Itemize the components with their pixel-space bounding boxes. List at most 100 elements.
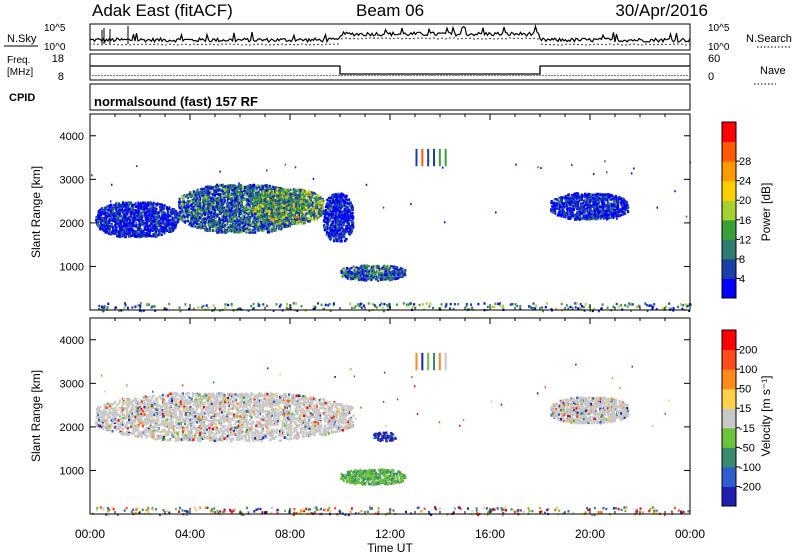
noise-search-point (353, 37, 355, 40)
data-cell (186, 200, 189, 203)
data-cell (103, 227, 106, 230)
data-cell (280, 187, 283, 190)
data-cell (234, 223, 237, 227)
nave-point (524, 74, 526, 77)
data-cell (203, 194, 206, 197)
nave-point (305, 74, 307, 77)
data-cell (219, 225, 222, 228)
data-cell (229, 212, 232, 215)
data-cell (226, 228, 229, 232)
data-cell (124, 218, 127, 221)
data-cell (214, 207, 217, 211)
data-cell (225, 208, 228, 211)
data-cell (117, 212, 119, 215)
noise-search-point (121, 44, 123, 46)
data-cell (132, 219, 135, 222)
data-cell (241, 188, 244, 191)
data-cell (229, 229, 231, 232)
data-cell (198, 195, 201, 198)
data-cell (196, 219, 199, 223)
data-cell (159, 222, 162, 225)
noise-search-point (433, 37, 435, 39)
data-cell (205, 221, 208, 224)
data-cell (204, 228, 206, 232)
data-cell (145, 205, 148, 208)
data-cell (252, 231, 255, 234)
data-cell (234, 208, 237, 211)
data-cell (251, 223, 254, 226)
data-cell (190, 203, 193, 206)
noise-search-point (417, 37, 419, 39)
data-cell (238, 208, 241, 211)
noise-search-point (533, 37, 535, 39)
data-cell (207, 197, 210, 201)
noise-search-point (357, 38, 359, 40)
data-cell (155, 230, 157, 233)
data-cell (175, 210, 178, 213)
data-cell (143, 209, 146, 213)
nave-point (341, 74, 343, 77)
data-cell (217, 184, 220, 188)
data-cell (298, 192, 301, 195)
data-cell (226, 199, 229, 203)
nave-point (611, 74, 613, 77)
data-cell (223, 199, 226, 202)
noise-search-point (313, 43, 315, 46)
data-cell (145, 212, 148, 216)
nave-point (515, 74, 517, 77)
data-cell (268, 185, 271, 189)
nave-point (98, 74, 100, 77)
data-cell (134, 202, 137, 205)
noise-search-point (237, 43, 239, 46)
data-cell (122, 217, 125, 220)
data-cell (125, 235, 128, 239)
data-cell (145, 235, 148, 238)
data-cell (280, 228, 283, 231)
data-cell (223, 206, 225, 209)
data-cell (246, 229, 249, 232)
nave-point (680, 74, 682, 77)
data-cell (228, 184, 231, 187)
data-cell (155, 234, 158, 237)
data-cell (153, 232, 156, 236)
data-cell (201, 211, 204, 214)
data-cell (220, 192, 223, 195)
data-cell (167, 221, 170, 224)
data-cell (223, 220, 226, 223)
data-cell (203, 202, 206, 205)
nave-point (443, 74, 445, 77)
nave-point (479, 74, 481, 77)
data-cell (252, 193, 255, 196)
data-cell (240, 202, 242, 205)
nave-point (125, 74, 127, 77)
noise-search-point (605, 43, 607, 46)
noise-search-point (381, 37, 383, 39)
data-cell (209, 229, 212, 232)
data-cell (125, 217, 128, 220)
data-cell (201, 210, 204, 213)
nave-point (197, 74, 199, 77)
data-cell (120, 225, 123, 228)
data-cell (220, 184, 223, 187)
data-cell (181, 200, 184, 203)
data-cell (131, 221, 134, 224)
data-cell (245, 190, 248, 194)
data-cell (209, 222, 212, 225)
data-cell (207, 196, 210, 199)
data-cell (119, 231, 122, 234)
data-cell (156, 212, 158, 216)
nave-point (575, 74, 577, 77)
data-cell (111, 229, 114, 233)
nave-point (110, 74, 112, 77)
data-cell (166, 207, 168, 210)
data-cell (97, 211, 100, 214)
data-cell (159, 228, 162, 231)
data-cell (187, 214, 190, 217)
data-cell (227, 195, 229, 198)
data-cell (139, 207, 142, 210)
data-cell (173, 224, 176, 227)
nave-point (569, 74, 571, 77)
data-cell (137, 215, 140, 219)
nave-point (593, 74, 595, 77)
data-cell (143, 213, 146, 216)
